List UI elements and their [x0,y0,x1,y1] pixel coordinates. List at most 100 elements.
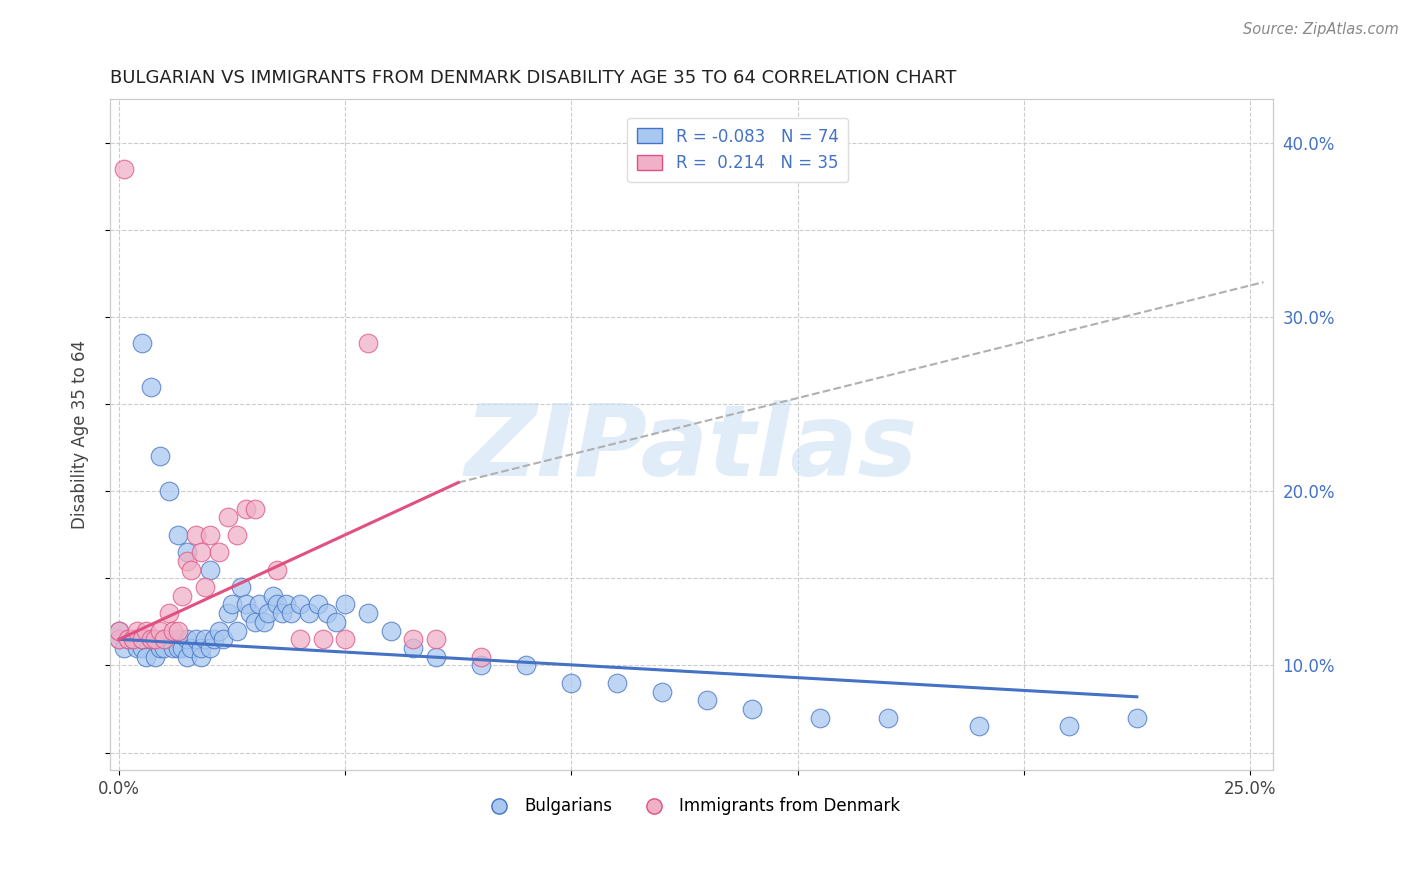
Point [198,640,221,655]
Point [157,606,180,620]
Point [127,640,149,655]
Legend: Bulgarians, Immigrants from Denmark: Bulgarians, Immigrants from Denmark [475,790,907,822]
Point [402,640,425,655]
Point [402,632,425,647]
Point [117,632,139,647]
Point [266,563,288,577]
Point [221,598,243,612]
Point [357,606,380,620]
Point [207,624,229,638]
Point [606,676,628,690]
Point [298,606,321,620]
Point [288,598,311,612]
Point [127,624,149,638]
Point [696,693,718,707]
Point [335,632,357,647]
Point [207,545,229,559]
Point [235,598,257,612]
Point [877,711,900,725]
Point [560,676,582,690]
Point [117,632,139,647]
Point [741,702,763,716]
Point [131,640,153,655]
Point [280,606,302,620]
Point [217,606,239,620]
Point [276,598,298,612]
Point [149,624,172,638]
Point [143,649,166,664]
Point [266,598,288,612]
Point [325,615,347,629]
Point [167,624,190,638]
Point [112,161,135,176]
Point [380,624,402,638]
Point [167,640,190,655]
Point [198,563,221,577]
Point [135,649,157,664]
Point [176,649,198,664]
Point [153,632,176,647]
Point [184,528,207,542]
Point [288,632,311,647]
Point [247,598,270,612]
Point [335,598,357,612]
Text: Source: ZipAtlas.com: Source: ZipAtlas.com [1243,22,1399,37]
Point [176,554,198,568]
Point [108,632,131,647]
Point [239,606,262,620]
Point [470,658,492,673]
Point [139,379,162,393]
Point [651,684,673,698]
Text: ZIPatlas: ZIPatlas [465,400,918,497]
Point [808,711,831,725]
Point [121,632,143,647]
Point [217,510,239,524]
Point [515,658,537,673]
Point [180,640,202,655]
Point [157,484,180,499]
Point [225,624,247,638]
Point [194,580,217,594]
Point [162,624,184,638]
Point [307,598,329,612]
Point [243,615,266,629]
Point [149,640,172,655]
Point [139,632,162,647]
Point [176,545,198,559]
Point [190,640,212,655]
Point [316,606,339,620]
Point [172,640,194,655]
Y-axis label: Disability Age 35 to 64: Disability Age 35 to 64 [72,340,89,529]
Point [108,624,131,638]
Point [194,632,217,647]
Point [231,580,253,594]
Point [253,615,276,629]
Point [167,528,190,542]
Point [470,649,492,664]
Point [1126,711,1149,725]
Point [112,640,135,655]
Text: BULGARIAN VS IMMIGRANTS FROM DENMARK DISABILITY AGE 35 TO 64 CORRELATION CHART: BULGARIAN VS IMMIGRANTS FROM DENMARK DIS… [110,69,956,87]
Point [198,528,221,542]
Point [121,632,143,647]
Point [172,589,194,603]
Point [202,632,225,647]
Point [225,528,247,542]
Point [153,640,176,655]
Point [139,632,162,647]
Point [311,632,333,647]
Point [153,632,176,647]
Point [167,632,190,647]
Point [184,632,207,647]
Point [235,501,257,516]
Point [149,450,172,464]
Point [131,632,153,647]
Point [108,624,131,638]
Point [180,563,202,577]
Point [162,640,184,655]
Point [190,545,212,559]
Point [1057,719,1080,733]
Point [271,606,294,620]
Point [243,501,266,516]
Point [357,336,380,351]
